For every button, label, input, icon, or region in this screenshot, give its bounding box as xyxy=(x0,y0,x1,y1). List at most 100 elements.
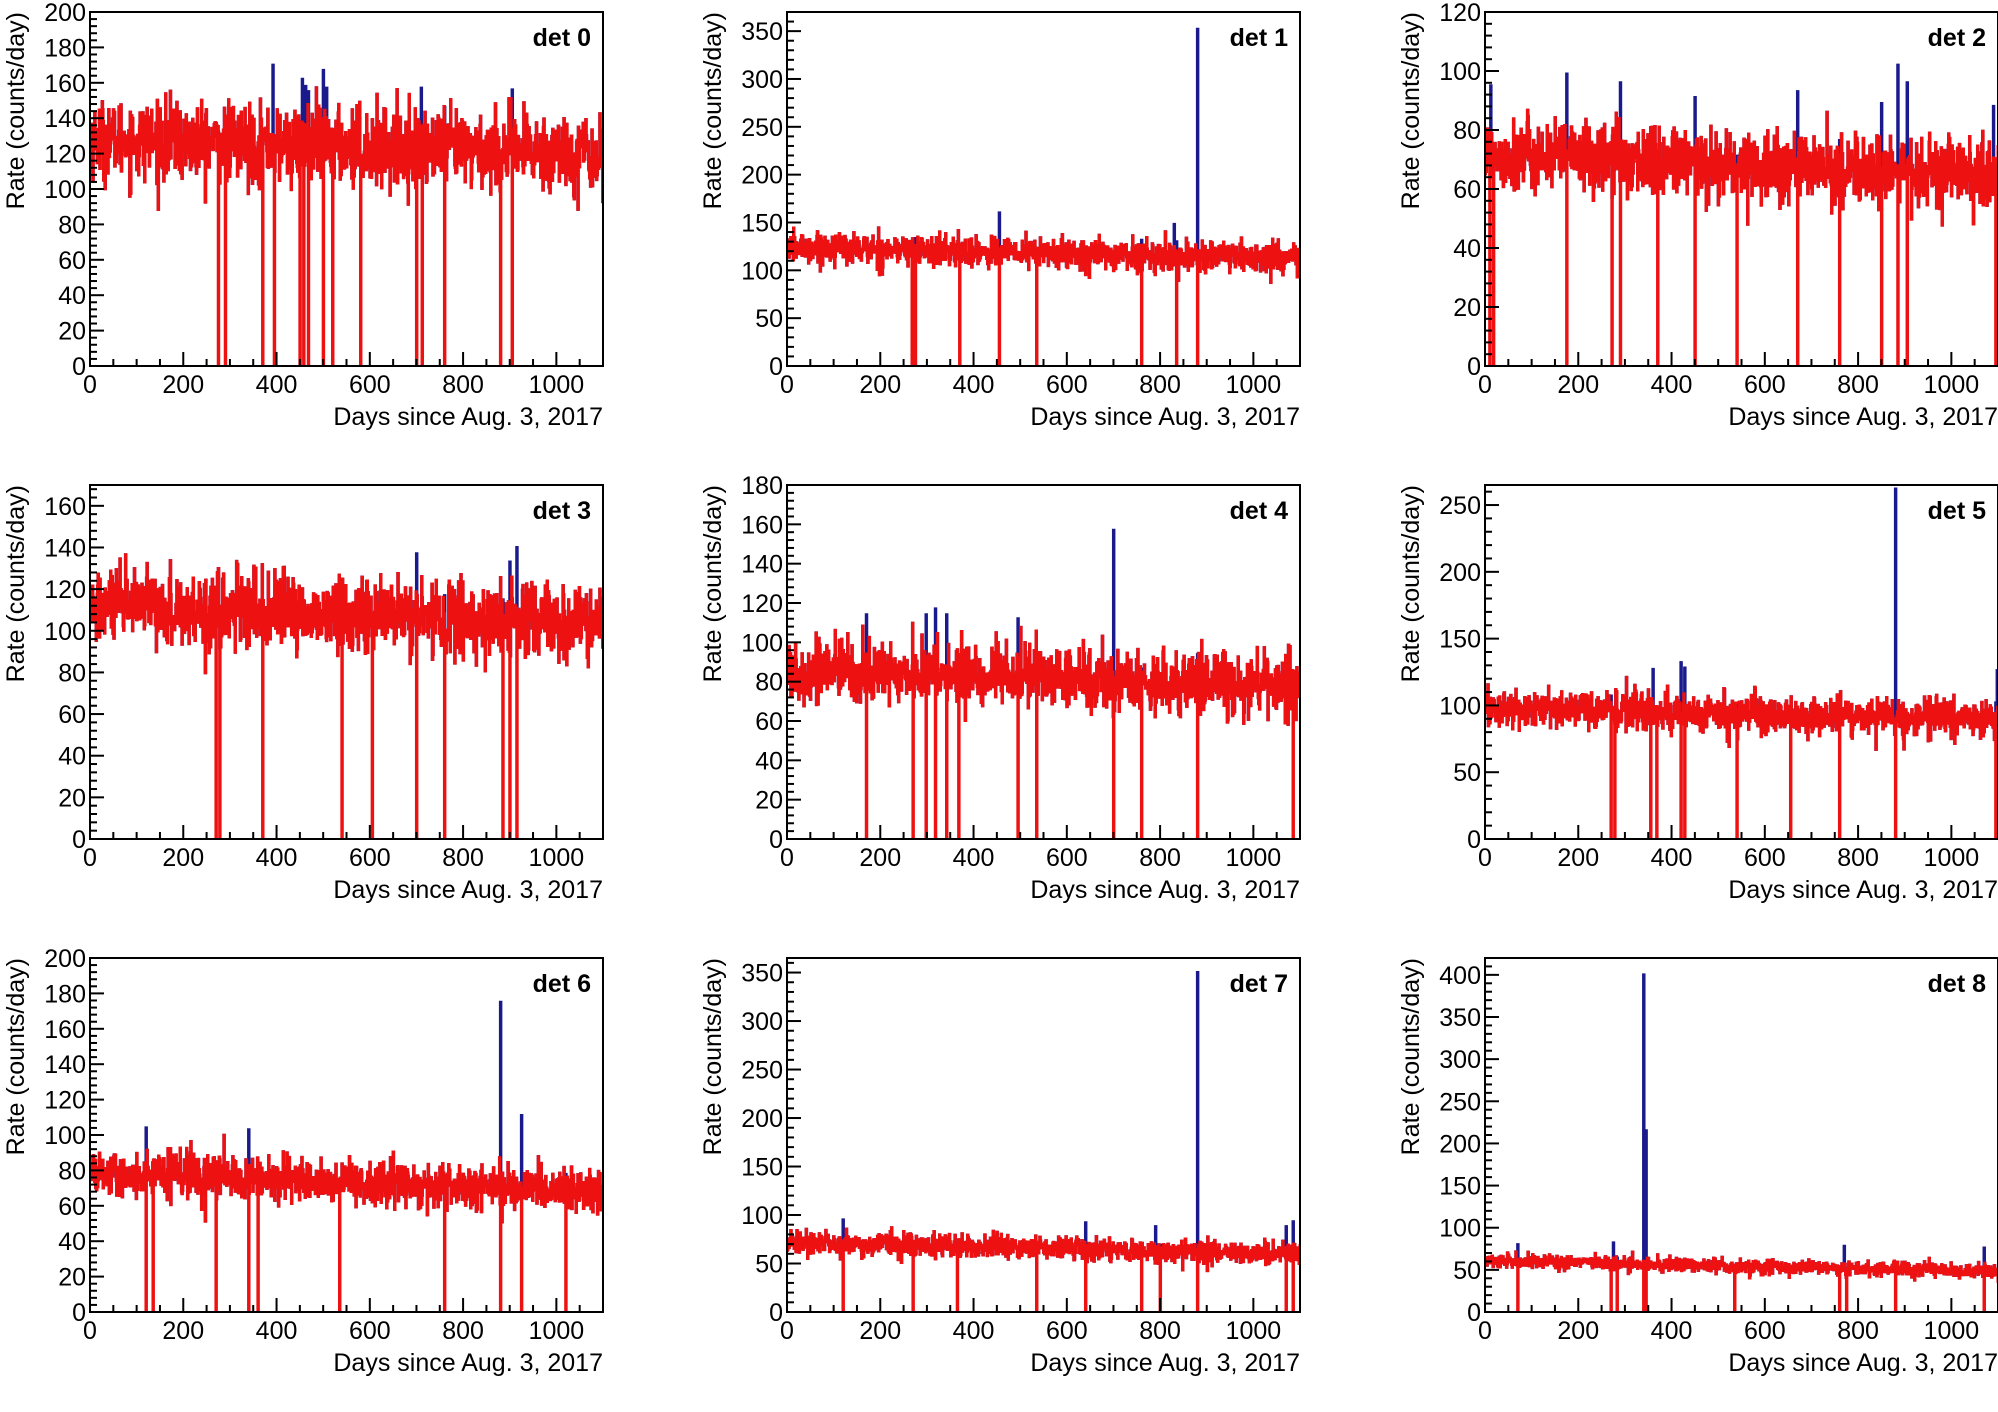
y-tick-label: 200 xyxy=(1439,559,1481,587)
y-tick-label: 60 xyxy=(58,247,86,275)
chart-title: det 0 xyxy=(533,24,591,52)
y-tick-label: 160 xyxy=(44,1016,86,1044)
plot-frame xyxy=(89,484,604,840)
y-tick-label: 100 xyxy=(741,1202,783,1230)
chart-title: det 6 xyxy=(533,970,591,998)
y-tick-label: 140 xyxy=(44,1051,86,1079)
y-tick-label: 200 xyxy=(741,1105,783,1133)
x-axis-label: Days since Aug. 3, 2017 xyxy=(333,876,603,904)
y-tick-label: 400 xyxy=(1439,962,1481,990)
y-tick-label: 250 xyxy=(741,114,783,142)
chart-svg: 0 200 400 600 800 1000 0 50 100 150 200 250 300 350 Da… xyxy=(699,11,1301,431)
x-tick-label: 400 xyxy=(953,371,995,399)
chart-svg: 0 200 400 600 800 1000 0 20 40 60 80 100 120 Days sin… xyxy=(1397,0,1998,431)
y-tick-label: 160 xyxy=(44,493,86,521)
y-tick-label: 250 xyxy=(741,1057,783,1085)
y-tick-label: 20 xyxy=(755,787,783,815)
x-tick-label: 0 xyxy=(83,371,97,399)
chart-svg: 0 200 400 600 800 1000 0 20 40 60 80 100 120 140 160 18… xyxy=(2,0,604,431)
y-tick-label: 250 xyxy=(1439,492,1481,520)
series-line-filtered xyxy=(90,553,603,839)
y-tick-label: 60 xyxy=(58,1193,86,1221)
x-tick-label: 600 xyxy=(349,371,391,399)
chart-grid: 0 200 400 600 800 1000 0 20 40 60 80 100 120 140 160 18… xyxy=(2,0,1998,1377)
y-tick-label: 200 xyxy=(44,0,86,27)
x-axis-label: Days since Aug. 3, 2017 xyxy=(333,1349,603,1377)
x-tick-label: 1000 xyxy=(1226,371,1282,399)
x-tick-label: 0 xyxy=(83,844,97,872)
x-tick-label: 800 xyxy=(1139,1317,1181,1345)
y-tick-label: 0 xyxy=(1467,826,1481,854)
y-tick-label: 0 xyxy=(1467,353,1481,381)
y-tick-label: 350 xyxy=(741,18,783,46)
chart-svg: 0 200 400 600 800 1000 0 50 100 150 200 250 300 350 40… xyxy=(1397,957,1998,1377)
x-tick-label: 400 xyxy=(256,844,298,872)
x-tick-label: 1000 xyxy=(529,371,585,399)
y-tick-label: 200 xyxy=(741,162,783,190)
y-axis-label: Rate (counts/day) xyxy=(699,958,727,1155)
y-tick-label: 40 xyxy=(755,747,783,775)
series-line-filtered xyxy=(787,226,1300,366)
x-axis-label: Days since Aug. 3, 2017 xyxy=(1728,876,1998,904)
y-tick-label: 160 xyxy=(44,70,86,98)
y-tick-label: 300 xyxy=(741,1008,783,1036)
series-line-filtered xyxy=(787,621,1300,839)
chart-svg: 0 200 400 600 800 1000 0 20 40 60 80 100 120 140 160 18… xyxy=(699,473,1301,904)
y-axis-label: Rate (counts/day) xyxy=(2,485,30,682)
y-axis-label: Rate (counts/day) xyxy=(699,485,727,682)
y-tick-label: 140 xyxy=(44,534,86,562)
y-tick-label: 180 xyxy=(741,473,783,500)
x-tick-label: 0 xyxy=(1478,371,1492,399)
plot-frame xyxy=(786,11,1301,367)
y-tick-label: 200 xyxy=(44,946,86,973)
chart-title: det 7 xyxy=(1230,970,1288,998)
series-line-filtered xyxy=(1485,675,1998,839)
x-tick-label: 1000 xyxy=(1924,371,1980,399)
y-tick-label: 300 xyxy=(1439,1046,1481,1074)
x-tick-label: 800 xyxy=(442,1317,484,1345)
y-tick-label: 120 xyxy=(1439,0,1481,27)
y-tick-label: 300 xyxy=(741,66,783,94)
y-tick-label: 100 xyxy=(1439,58,1481,86)
series-line-filtered xyxy=(787,1226,1300,1312)
y-tick-label: 60 xyxy=(755,708,783,736)
y-tick-label: 120 xyxy=(44,1087,86,1115)
x-tick-label: 200 xyxy=(162,844,204,872)
x-tick-label: 0 xyxy=(83,1317,97,1345)
y-tick-label: 40 xyxy=(1453,235,1481,263)
y-tick-label: 0 xyxy=(72,353,86,381)
x-tick-label: 800 xyxy=(1837,1317,1879,1345)
x-tick-label: 800 xyxy=(1139,844,1181,872)
chart-svg: 0 200 400 600 800 1000 0 50 100 150 200 250 300 350 Da… xyxy=(699,957,1301,1377)
y-tick-label: 40 xyxy=(58,1228,86,1256)
y-tick-label: 50 xyxy=(755,305,783,333)
y-axis-label: Rate (counts/day) xyxy=(2,12,30,209)
y-axis-label: Rate (counts/day) xyxy=(1397,485,1425,682)
chart-panel-6: 0 200 400 600 800 1000 0 20 40 60 80 100 120 140 160 18… xyxy=(0,946,666,1412)
y-tick-label: 150 xyxy=(1439,1173,1481,1201)
series-line-filtered xyxy=(90,1133,603,1312)
x-tick-label: 1000 xyxy=(529,1317,585,1345)
y-tick-label: 350 xyxy=(1439,1004,1481,1032)
x-tick-label: 600 xyxy=(1744,371,1786,399)
x-tick-label: 800 xyxy=(1837,844,1879,872)
x-axis-label: Days since Aug. 3, 2017 xyxy=(1030,1349,1300,1377)
chart-svg: 0 200 400 600 800 1000 0 20 40 60 80 100 120 140 160 18… xyxy=(2,946,604,1377)
x-tick-label: 0 xyxy=(780,1317,794,1345)
series-line-filtered xyxy=(90,86,603,366)
y-tick-label: 50 xyxy=(1453,759,1481,787)
x-tick-label: 800 xyxy=(442,844,484,872)
y-tick-label: 50 xyxy=(755,1251,783,1279)
y-tick-label: 80 xyxy=(58,659,86,687)
y-tick-label: 0 xyxy=(769,353,783,381)
x-tick-label: 0 xyxy=(1478,844,1492,872)
y-tick-label: 0 xyxy=(1467,1299,1481,1327)
chart-title: det 5 xyxy=(1928,497,1986,525)
y-tick-label: 100 xyxy=(1439,1215,1481,1243)
x-tick-label: 200 xyxy=(162,1317,204,1345)
x-axis-label: Days since Aug. 3, 2017 xyxy=(1728,403,1998,431)
y-tick-label: 0 xyxy=(72,826,86,854)
y-tick-label: 100 xyxy=(1439,692,1481,720)
x-tick-label: 800 xyxy=(1139,371,1181,399)
y-tick-label: 150 xyxy=(741,209,783,237)
